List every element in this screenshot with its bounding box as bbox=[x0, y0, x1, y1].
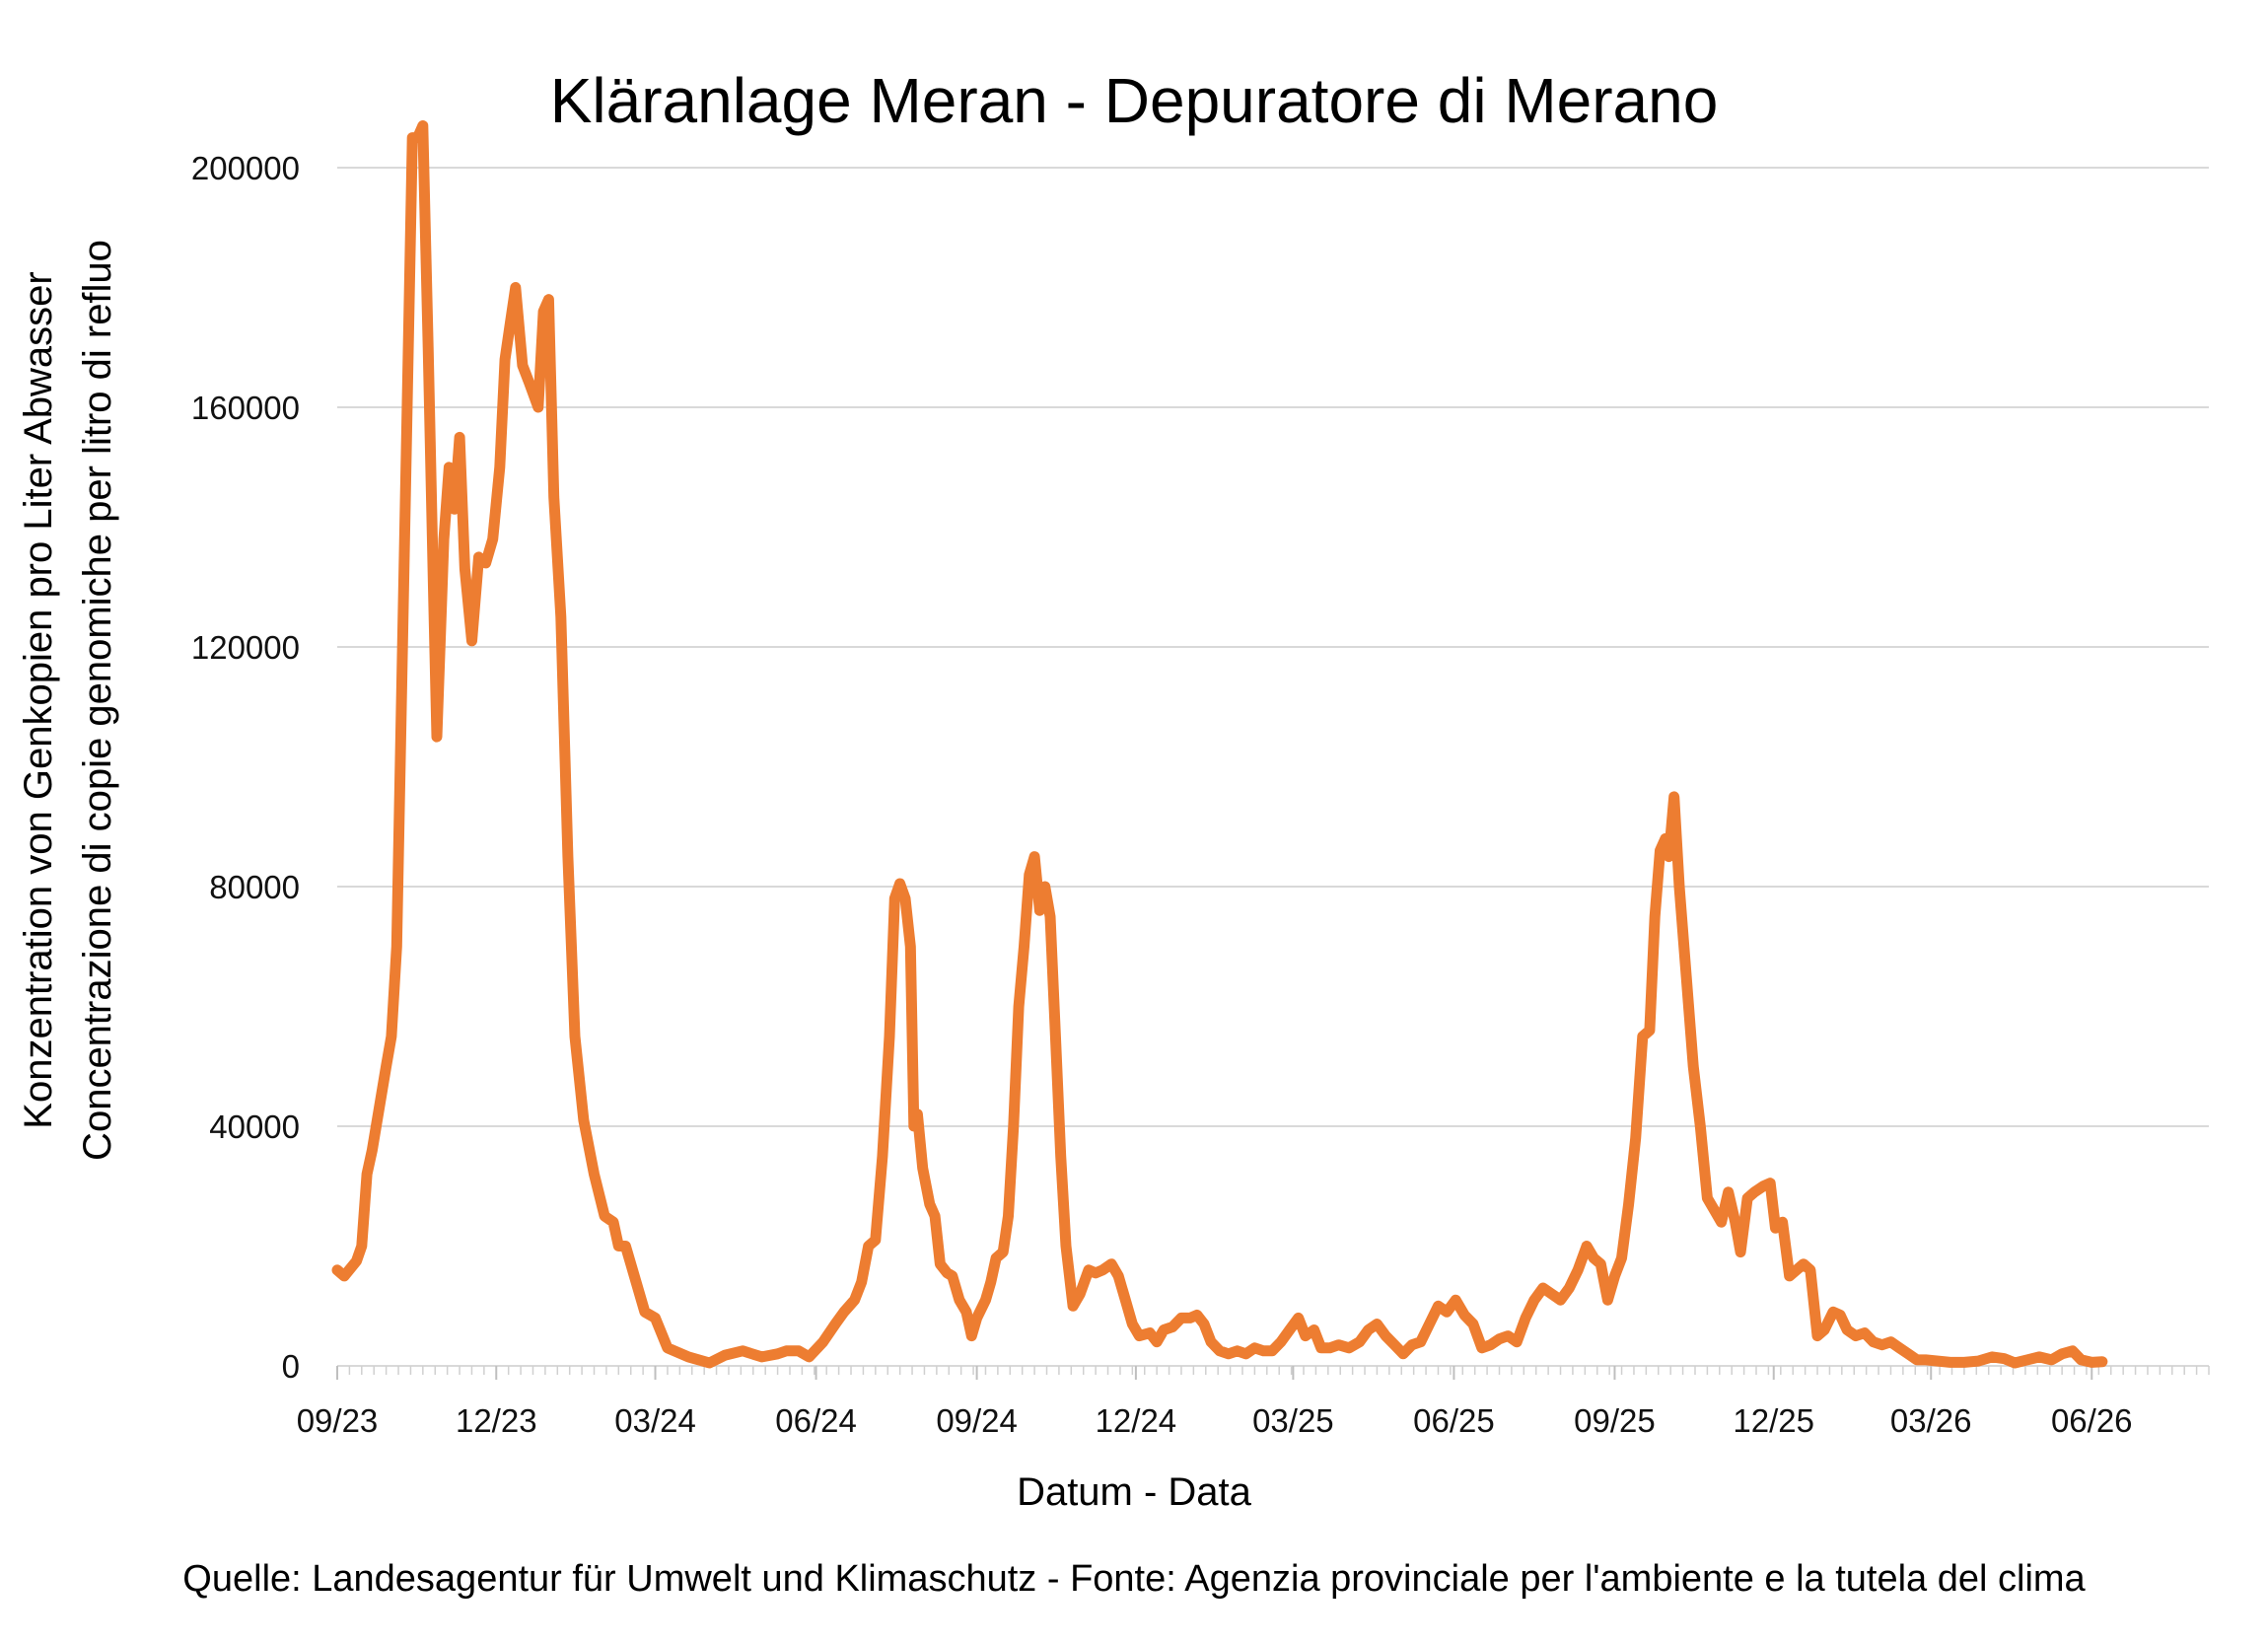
x-tick-label: 09/23 bbox=[297, 1402, 379, 1439]
x-tick-label: 12/24 bbox=[1096, 1402, 1177, 1439]
x-axis-ticks: 09/23 12/23 03/24 06/24 09/24 12/24 03/25 06/25… bbox=[297, 1366, 2133, 1439]
x-tick-label: 09/24 bbox=[936, 1402, 1018, 1439]
series-layer bbox=[331, 120, 2108, 1369]
x-axis-title: Datum - Data bbox=[1017, 1470, 1251, 1514]
x-tick-label: 12/23 bbox=[456, 1402, 537, 1439]
y-axis-ticks: 0 40000 80000 120000 160000 200000 bbox=[191, 150, 300, 1385]
series-line bbox=[331, 120, 2108, 1369]
x-tick-label: 03/26 bbox=[1890, 1402, 1972, 1439]
x-tick-label: 09/25 bbox=[1574, 1402, 1656, 1439]
y-tick-label: 200000 bbox=[191, 150, 300, 186]
y-tick-label: 80000 bbox=[209, 869, 300, 905]
x-axis bbox=[336, 1365, 2210, 1375]
y-tick-label: 120000 bbox=[191, 629, 300, 666]
y-tick-label: 160000 bbox=[191, 390, 300, 426]
x-tick-label: 03/25 bbox=[1252, 1402, 1334, 1439]
y-axis-title-line-2: Concentrazione di copie genomiche per li… bbox=[76, 240, 119, 1161]
source-note: Quelle: Landesagentur für Umwelt und Kli… bbox=[182, 1558, 2086, 1600]
y-axis-title-line-1: Konzentration von Genkopien pro Liter Ab… bbox=[17, 271, 60, 1128]
gridlines bbox=[337, 167, 2209, 1127]
x-tick-label: 06/25 bbox=[1413, 1402, 1495, 1439]
chart-title: Kläranlage Meran - Depuratore di Merano bbox=[549, 65, 1719, 136]
x-tick-label: 03/24 bbox=[614, 1402, 696, 1439]
x-tick-label: 06/24 bbox=[775, 1402, 857, 1439]
y-tick-label: 0 bbox=[282, 1348, 300, 1385]
x-tick-label: 06/26 bbox=[2051, 1402, 2133, 1439]
x-tick-label: 12/25 bbox=[1733, 1402, 1814, 1439]
y-tick-label: 40000 bbox=[209, 1108, 300, 1145]
